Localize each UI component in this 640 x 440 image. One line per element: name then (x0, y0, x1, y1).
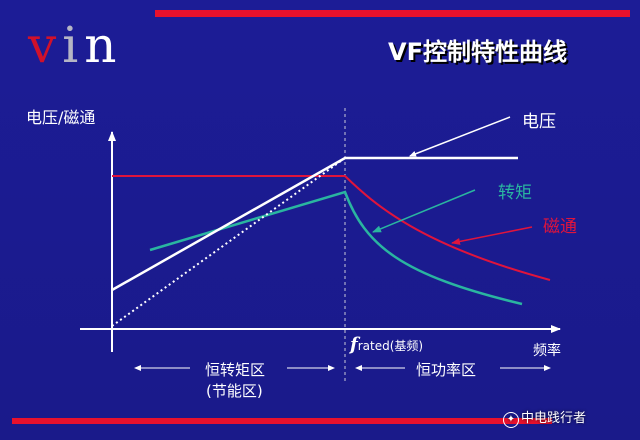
constant-power-region-label: 恒功率区 (416, 361, 477, 379)
slide-title: VF控制特性曲线 (388, 38, 567, 66)
flux-label: 磁通 (543, 217, 577, 237)
constant-torque-region-label: 恒转矩区 (205, 361, 266, 379)
rated-note: (基频) (389, 339, 424, 353)
watermark-icon: ✦ (503, 412, 519, 428)
top-accent-bar (155, 10, 630, 17)
rated-f-symbol: f (350, 334, 358, 355)
energy-saving-region-label: (节能区) (206, 382, 263, 400)
voltage-dotted-line (111, 157, 346, 327)
torque-curve (149, 190, 523, 306)
flux-pointer-arrow (451, 226, 533, 245)
voltage-pointer-arrow (409, 116, 511, 157)
watermark: ✦ 中电践行者 (503, 407, 586, 428)
flux-curve (112, 175, 551, 281)
torque-pointer-arrow (372, 189, 476, 233)
voltage-curve (111, 156, 518, 292)
voltage-label: 电压 (522, 112, 556, 132)
logo-letter-v: v (28, 16, 63, 74)
watermark-text: 中电践行者 (521, 411, 587, 426)
bottom-accent-bar (12, 418, 552, 424)
logo-letter-n: n (84, 16, 123, 74)
rated-subscript: rated (357, 339, 390, 353)
y-axis-label: 电压/磁通 (26, 108, 96, 127)
logo-letter-i: i (62, 16, 85, 74)
vin-logo: vin (28, 20, 122, 70)
torque-label: 转矩 (498, 183, 532, 203)
x-axis-label: 频率 (533, 343, 561, 359)
rated-frequency-label: frated(基频) (350, 334, 423, 355)
